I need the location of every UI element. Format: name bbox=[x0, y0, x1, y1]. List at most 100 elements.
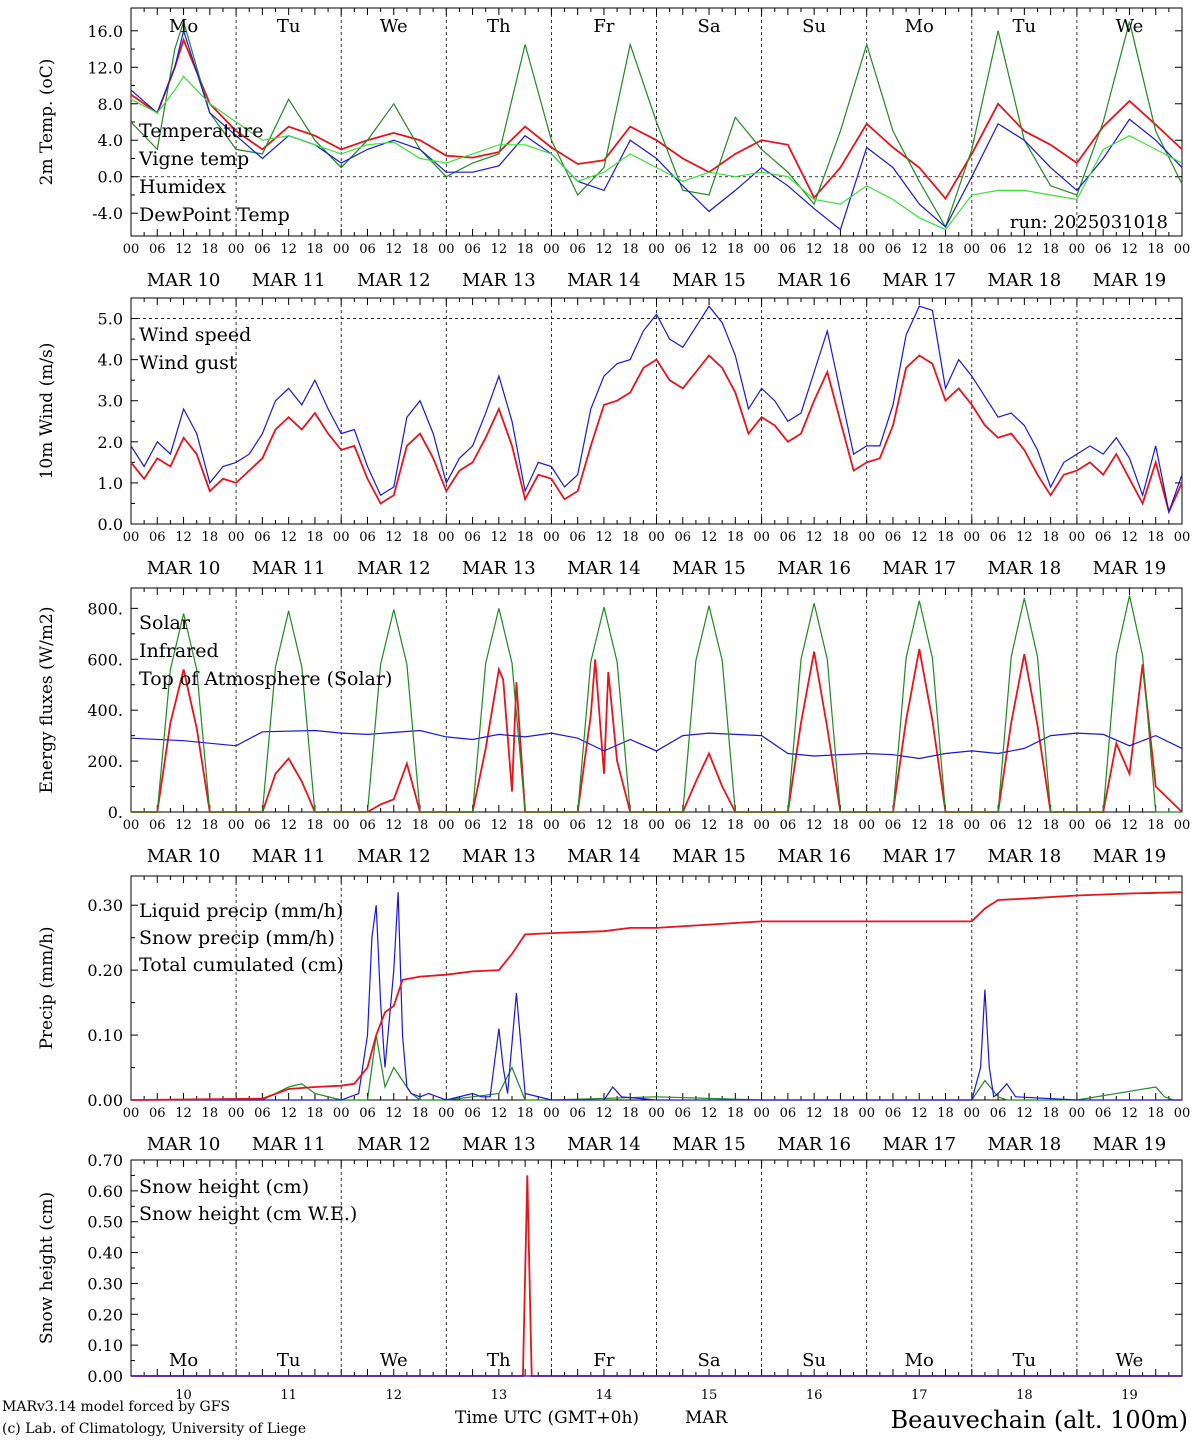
series-line bbox=[131, 892, 1182, 1101]
hour-tick-label: 06 bbox=[464, 242, 481, 257]
date-label: MAR 16 bbox=[777, 270, 851, 291]
weekday-label: We bbox=[1116, 16, 1144, 37]
date-label: MAR 10 bbox=[147, 270, 221, 291]
hour-tick-label: 18 bbox=[412, 818, 429, 833]
date-label: MAR 18 bbox=[988, 1134, 1062, 1155]
hour-tick-label: 12 bbox=[1016, 530, 1033, 545]
date-label: MAR 13 bbox=[462, 1134, 536, 1155]
y-tick-label: 200. bbox=[87, 752, 123, 771]
hour-tick-label: 18 bbox=[307, 1106, 324, 1121]
y-tick-label: 4.0 bbox=[98, 131, 123, 150]
hour-tick-label: 06 bbox=[254, 1106, 271, 1121]
weekday-label: Mo bbox=[169, 16, 198, 37]
legend-entry: Wind speed bbox=[139, 324, 251, 346]
hour-tick-label: 12 bbox=[596, 530, 613, 545]
y-axis-label: 10m Wind (m/s) bbox=[37, 343, 57, 480]
hour-tick-label: 18 bbox=[1147, 1106, 1164, 1121]
hour-tick-label: 00 bbox=[1069, 242, 1086, 257]
hour-tick-label: 12 bbox=[491, 818, 508, 833]
credit-lab: (c) Lab. of Climatology, University of L… bbox=[2, 1421, 306, 1437]
date-label: MAR 14 bbox=[567, 846, 641, 867]
hour-tick-label: 18 bbox=[937, 242, 954, 257]
hour-tick-label: 18 bbox=[307, 818, 324, 833]
hour-tick-label: 06 bbox=[569, 530, 586, 545]
y-tick-label: 0.10 bbox=[87, 1336, 123, 1355]
date-label: MAR 14 bbox=[567, 1134, 641, 1155]
y-tick-label: 0.00 bbox=[87, 1091, 123, 1110]
hour-tick-label: 12 bbox=[175, 242, 192, 257]
hour-tick-label: 18 bbox=[517, 242, 534, 257]
hour-tick-label: 06 bbox=[569, 818, 586, 833]
hour-tick-label: 18 bbox=[307, 242, 324, 257]
y-tick-label: 4.0 bbox=[98, 351, 123, 370]
date-label: MAR 18 bbox=[988, 558, 1062, 579]
hour-tick-label: 00 bbox=[438, 818, 455, 833]
hour-tick-label: 06 bbox=[780, 242, 797, 257]
weekday-label: Mo bbox=[905, 1350, 934, 1371]
hour-tick-label: 18 bbox=[1042, 530, 1059, 545]
x-axis-label: Time UTC (GMT+0h) bbox=[455, 1408, 639, 1428]
hour-tick-label: 12 bbox=[280, 1106, 297, 1121]
hour-tick-label: 18 bbox=[1042, 1106, 1059, 1121]
hour-tick-label: 06 bbox=[990, 818, 1007, 833]
hour-tick-label: 06 bbox=[359, 1106, 376, 1121]
hour-tick-label: 06 bbox=[254, 530, 271, 545]
station-name: Beauvechain (alt. 100m) bbox=[890, 1406, 1188, 1434]
hour-tick-label: 06 bbox=[569, 242, 586, 257]
weekday-label: We bbox=[380, 16, 408, 37]
hour-tick-label: 06 bbox=[149, 1106, 166, 1121]
hour-tick-label: 12 bbox=[1121, 242, 1138, 257]
y-tick-label: 0.40 bbox=[87, 1244, 123, 1263]
hour-tick-label: 00 bbox=[123, 242, 140, 257]
hour-tick-label: 00 bbox=[1174, 818, 1191, 833]
date-label: MAR 19 bbox=[1093, 846, 1167, 867]
hour-tick-label: 00 bbox=[123, 1106, 140, 1121]
series-line bbox=[130, 28, 1183, 231]
y-tick-label: -4.0 bbox=[92, 204, 123, 223]
hour-tick-label: 00 bbox=[964, 530, 981, 545]
hour-tick-label: 06 bbox=[359, 242, 376, 257]
weekday-label: Su bbox=[802, 1350, 826, 1371]
hour-tick-label: 06 bbox=[254, 818, 271, 833]
y-tick-label: 0.00 bbox=[87, 1367, 123, 1386]
hour-tick-label: 12 bbox=[596, 242, 613, 257]
hour-tick-label: 06 bbox=[675, 242, 692, 257]
day-number-label: 19 bbox=[1121, 1388, 1138, 1403]
hour-tick-label: 00 bbox=[1174, 530, 1191, 545]
hour-tick-label: 18 bbox=[1147, 818, 1164, 833]
date-label: MAR 10 bbox=[147, 558, 221, 579]
hour-tick-label: 12 bbox=[385, 818, 402, 833]
date-label: MAR 18 bbox=[988, 270, 1062, 291]
hour-tick-label: 18 bbox=[727, 1106, 744, 1121]
run-label: run: 2025031018 bbox=[1010, 212, 1168, 233]
date-label: MAR 13 bbox=[462, 270, 536, 291]
weekday-label: Tu bbox=[277, 16, 301, 37]
y-axis-label: Precip (mm/h) bbox=[37, 926, 57, 1049]
legend-entry: Wind gust bbox=[139, 352, 237, 374]
weekday-label: Mo bbox=[905, 16, 934, 37]
series-line bbox=[130, 729, 1183, 760]
hour-tick-label: 06 bbox=[885, 530, 902, 545]
hour-tick-label: 12 bbox=[1121, 818, 1138, 833]
series-line bbox=[130, 37, 1183, 201]
hour-tick-label: 00 bbox=[1174, 1106, 1191, 1121]
weekday-label: Tu bbox=[1013, 16, 1037, 37]
hour-tick-label: 18 bbox=[1042, 242, 1059, 257]
weekday-label: Th bbox=[487, 16, 511, 37]
hour-tick-label: 18 bbox=[412, 530, 429, 545]
day-number-label: 17 bbox=[911, 1388, 928, 1403]
date-label: MAR 10 bbox=[147, 846, 221, 867]
hour-tick-label: 18 bbox=[727, 530, 744, 545]
weekday-label: Fr bbox=[593, 16, 614, 37]
day-number-label: 15 bbox=[701, 1388, 718, 1403]
hour-tick-label: 18 bbox=[937, 818, 954, 833]
hour-tick-label: 18 bbox=[307, 530, 324, 545]
hour-tick-label: 12 bbox=[1016, 1106, 1033, 1121]
date-label: MAR 15 bbox=[672, 1134, 746, 1155]
hour-tick-label: 18 bbox=[202, 530, 219, 545]
weekday-label: Mo bbox=[169, 1350, 198, 1371]
hour-tick-label: 12 bbox=[596, 818, 613, 833]
weekday-label: Sa bbox=[698, 16, 721, 37]
hour-tick-label: 12 bbox=[385, 530, 402, 545]
date-label: MAR 16 bbox=[777, 558, 851, 579]
